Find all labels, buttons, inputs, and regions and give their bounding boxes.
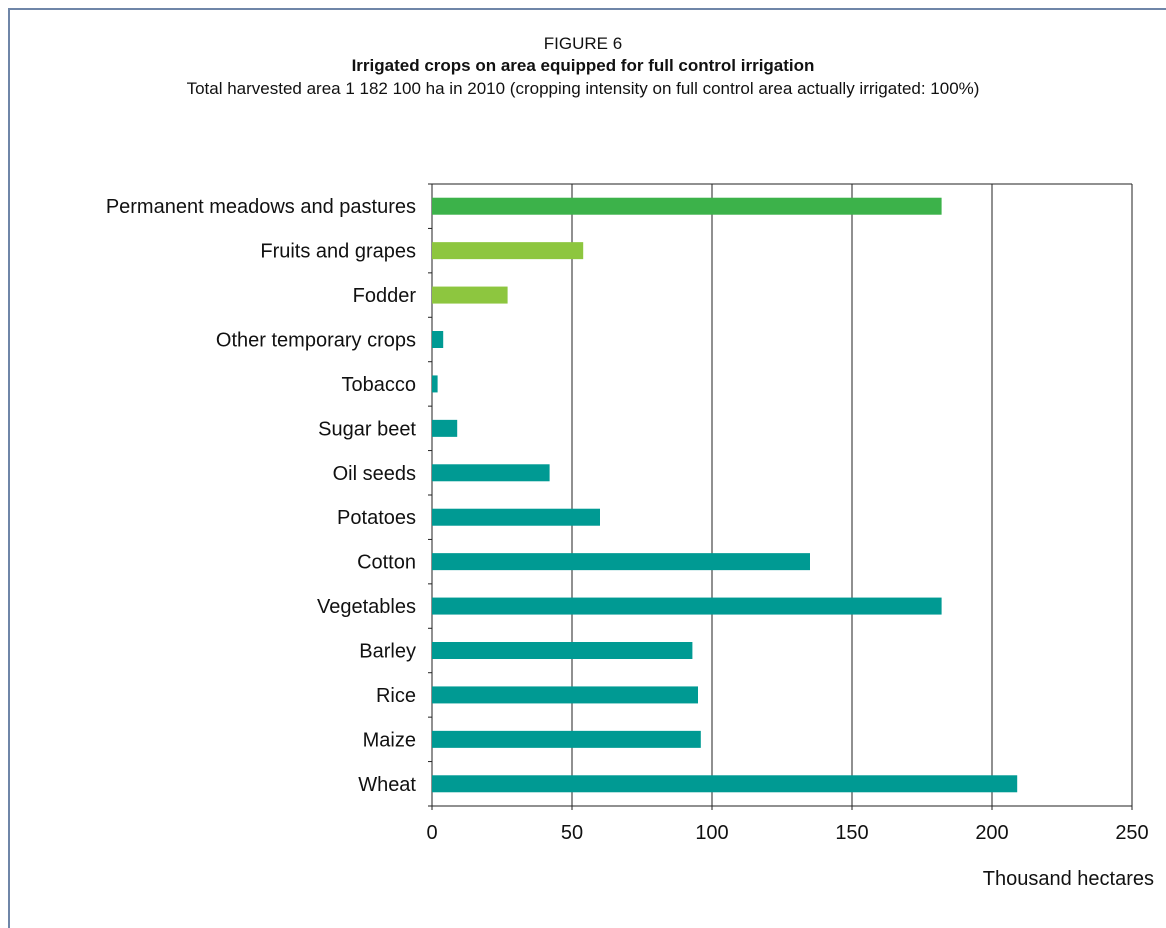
category-label: Oil seeds [333,463,416,485]
x-tick-label: 250 [1115,822,1148,844]
figure-frame [8,8,1166,928]
bar [432,508,600,526]
category-label: Vegetables [317,596,416,618]
bar [432,642,693,659]
x-tick-label: 200 [975,822,1008,844]
figure-number: FIGURE 6 [543,34,623,53]
figure-subtitle: Total harvested area 1 182 100 ha in 201… [186,79,980,98]
category-label: Potatoes [337,507,416,529]
x-axis-title: Thousand hectares [983,868,1154,890]
category-label: Other temporary crops [216,330,416,352]
bar [432,775,1018,793]
x-tick-label: 50 [561,822,583,844]
x-tick-label: 150 [835,822,868,844]
bar [432,331,444,348]
bar [432,597,942,615]
bar [432,375,438,393]
category-label: Cotton [357,552,416,574]
bar [432,286,508,304]
bar-chart: 0 50 100 150 200 250 Permanent meadows and pas… [106,183,1154,890]
category-label: Sugar beet [318,418,416,440]
category-label: Maize [363,729,416,751]
bar [432,464,550,482]
x-tick-label: 100 [695,822,728,844]
bar [432,730,701,748]
category-label: Fodder [353,285,417,307]
category-label: Barley [359,641,416,663]
category-label: Permanent meadows and pastures [106,196,416,218]
x-tick-label: 0 [426,822,437,844]
bar [432,197,942,215]
category-label: Fruits and grapes [260,241,416,263]
bar [432,242,584,260]
bar [432,686,698,704]
category-label: Rice [376,685,416,707]
category-label: Tobacco [342,374,417,396]
figure-title: Irrigated crops on area equipped for ful… [351,56,815,75]
bar [432,419,458,437]
category-label: Wheat [358,774,416,796]
bar [432,553,810,571]
